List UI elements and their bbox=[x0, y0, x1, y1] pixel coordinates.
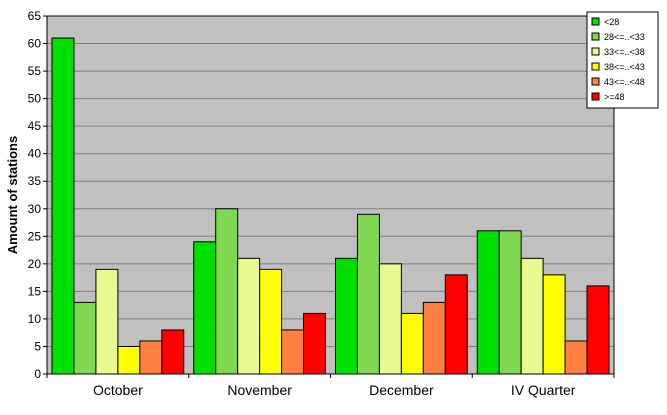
bar bbox=[117, 345, 141, 375]
bar bbox=[335, 257, 358, 375]
bar bbox=[564, 340, 588, 375]
y-tick-label: 40 bbox=[28, 147, 42, 161]
legend-swatch bbox=[591, 92, 600, 101]
y-tick-label: 55 bbox=[28, 64, 42, 78]
y-tick-label: 10 bbox=[28, 312, 42, 326]
x-tick-label: IV Quarter bbox=[511, 382, 576, 398]
y-axis-label: Amount of stations bbox=[5, 136, 20, 254]
y-tick-label: 50 bbox=[28, 92, 42, 106]
legend: <28 28<=..<33 33<=..<38 38<=..<43 43<=..<48 >… bbox=[586, 11, 659, 109]
legend-swatch bbox=[591, 62, 600, 71]
y-tick-label: 65 bbox=[28, 9, 42, 23]
bar bbox=[520, 257, 544, 375]
bar bbox=[95, 268, 119, 375]
x-tick-label: December bbox=[369, 382, 434, 398]
y-tick-label: 30 bbox=[28, 202, 42, 216]
y-tick-label: 0 bbox=[34, 367, 41, 381]
legend-swatch bbox=[591, 32, 600, 41]
legend-label: 38<=..<43 bbox=[604, 62, 645, 72]
bar bbox=[476, 230, 500, 375]
bar bbox=[422, 301, 446, 375]
bar bbox=[303, 312, 326, 375]
legend-label: 33<=..<38 bbox=[604, 47, 645, 57]
y-tick-label: 25 bbox=[28, 229, 42, 243]
x-tick-label: October bbox=[93, 382, 143, 398]
legend-label: 43<=..<48 bbox=[604, 77, 645, 87]
y-tick-label: 5 bbox=[34, 339, 41, 353]
bar bbox=[161, 329, 185, 375]
y-tick-label: 35 bbox=[28, 174, 42, 188]
legend-label: 28<=..<33 bbox=[604, 32, 645, 42]
y-tick-label: 45 bbox=[28, 119, 42, 133]
grid-lines bbox=[47, 43, 614, 347]
bar bbox=[586, 285, 610, 375]
bar bbox=[51, 37, 75, 375]
x-tick-label: November bbox=[227, 382, 292, 398]
y-axis: 0 5 10 15 20 25 30 35 40 45 50 55 60 65 bbox=[28, 9, 47, 381]
bar bbox=[444, 274, 468, 375]
bar bbox=[139, 340, 163, 375]
y-tick-label: 60 bbox=[28, 37, 42, 51]
bar bbox=[281, 329, 305, 375]
bar bbox=[73, 301, 97, 375]
bar bbox=[498, 230, 522, 375]
legend-label: <28 bbox=[604, 17, 619, 27]
legend-swatch bbox=[591, 47, 600, 56]
bar bbox=[400, 312, 424, 375]
x-axis: October November December IV Quarter bbox=[46, 374, 615, 398]
legend-swatch bbox=[591, 17, 600, 26]
bar bbox=[193, 241, 217, 375]
bar bbox=[378, 263, 402, 375]
bar bbox=[356, 213, 380, 375]
bar bbox=[259, 268, 283, 375]
bar bbox=[237, 257, 261, 375]
bar bbox=[542, 274, 566, 375]
legend-swatch bbox=[591, 77, 600, 86]
y-tick-label: 20 bbox=[28, 257, 42, 271]
legend-label: >=48 bbox=[604, 92, 625, 102]
legend-box bbox=[586, 11, 659, 109]
bar bbox=[215, 208, 239, 375]
y-tick-label: 15 bbox=[28, 284, 42, 298]
